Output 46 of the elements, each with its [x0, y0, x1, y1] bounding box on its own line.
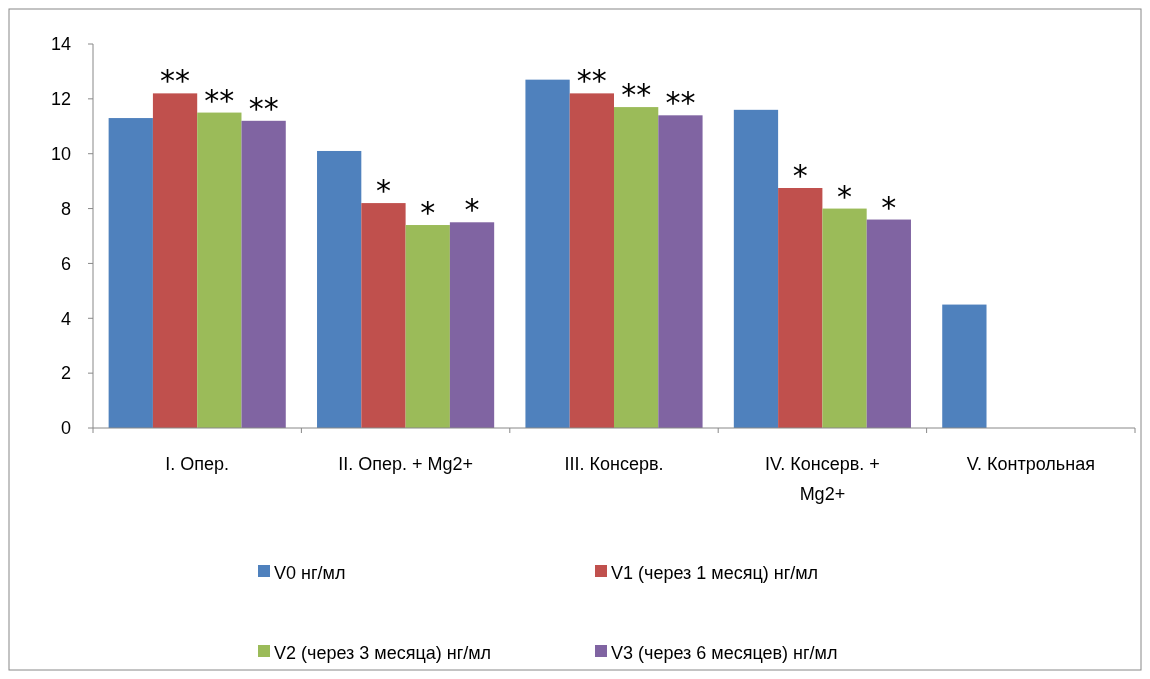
x-tick-label: IV. Консерв. + Mg2+ [764, 454, 880, 504]
bar [866, 219, 911, 428]
x-tick-label: II. Опер. + Mg2+ [338, 454, 474, 474]
bar [449, 222, 495, 428]
y-tick-label: 6 [60, 253, 71, 274]
bar [525, 79, 570, 428]
y-tick-label: 14 [50, 34, 71, 55]
bar [658, 115, 703, 428]
annotation: * [792, 158, 808, 193]
bar [822, 208, 867, 428]
bar [241, 120, 286, 428]
bar [942, 304, 987, 428]
bar [108, 118, 153, 428]
annotation: ** [665, 85, 696, 121]
bar [614, 107, 659, 428]
annotation: * [420, 195, 436, 231]
annotation: ** [621, 77, 652, 113]
annotation: * [837, 178, 853, 214]
bar [405, 225, 450, 428]
x-tick-label: I. Опер. [165, 454, 230, 474]
legend-label: V0 нг/мл [274, 563, 346, 584]
annotation: * [464, 192, 480, 228]
legend-label: V3 (через 6 месяцев) нг/мл [611, 643, 838, 664]
bar [317, 150, 362, 428]
annotation: ** [204, 82, 235, 118]
bar [361, 203, 406, 428]
legend-label: V1 (через 1 месяц) нг/мл [611, 563, 819, 584]
y-tick-label: 12 [50, 89, 71, 110]
annotation: ** [160, 63, 191, 99]
y-tick-label: 0 [60, 418, 71, 439]
annotation: * [881, 189, 897, 225]
y-tick-label: 10 [50, 144, 71, 165]
bar [733, 109, 779, 428]
bar [569, 93, 614, 428]
y-tick-label: 2 [60, 363, 71, 384]
annotation: * [375, 173, 391, 209]
bar [778, 188, 823, 428]
annotation: ** [248, 90, 279, 126]
x-tick-label: III. Консерв. [564, 454, 664, 474]
y-tick-label: 4 [60, 308, 71, 329]
y-tick-label: 8 [60, 198, 71, 219]
annotation: ** [576, 63, 607, 99]
legend-label: V2 (через 3 месяца) нг/мл [274, 643, 492, 664]
bar [197, 112, 242, 428]
x-tick-label: V. Контрольная [966, 454, 1095, 474]
bar [152, 93, 198, 428]
